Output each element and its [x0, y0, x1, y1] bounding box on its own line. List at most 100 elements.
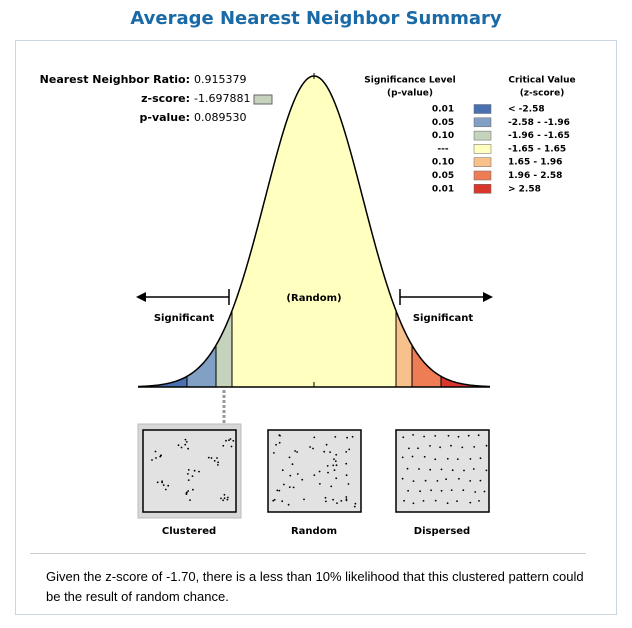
- point: [301, 478, 304, 481]
- legend-p: 0.10: [432, 158, 454, 168]
- point: [419, 490, 421, 493]
- legend-swatch: [473, 104, 492, 114]
- point: [335, 453, 338, 456]
- point: [193, 469, 196, 472]
- point: [429, 468, 432, 471]
- stat-value: 0.089530: [194, 111, 247, 124]
- point: [184, 443, 187, 446]
- point: [156, 481, 159, 484]
- point: [479, 479, 482, 482]
- point: [440, 489, 443, 492]
- pattern-label: Random: [291, 526, 337, 537]
- legend-z: 1.96 - 2.58: [508, 171, 562, 181]
- point: [472, 468, 475, 470]
- point: [187, 469, 190, 471]
- point: [439, 446, 441, 449]
- point: [483, 490, 486, 493]
- point: [412, 480, 415, 482]
- point: [296, 451, 298, 453]
- legend-z: -2.58 - -1.96: [508, 118, 570, 128]
- curve-label: (Random): [286, 293, 341, 304]
- legend-header: Critical Value: [508, 76, 575, 86]
- point: [207, 456, 210, 459]
- point: [333, 458, 335, 460]
- legend-z: -1.96 - -1.65: [508, 131, 570, 141]
- point: [291, 463, 294, 466]
- point: [401, 477, 404, 480]
- point: [223, 493, 226, 496]
- legend-p: 0.05: [432, 118, 454, 128]
- point: [473, 446, 476, 448]
- point: [289, 474, 292, 477]
- point: [412, 502, 415, 505]
- point: [345, 462, 348, 465]
- point: [226, 498, 229, 501]
- conclusion: Given the z-score of -1.70, there is a l…: [46, 569, 584, 604]
- point: [334, 460, 337, 462]
- point: [345, 451, 348, 453]
- point: [292, 486, 295, 489]
- point: [327, 471, 329, 474]
- point: [408, 447, 410, 450]
- point: [411, 455, 414, 458]
- point: [288, 486, 291, 488]
- point: [225, 439, 227, 442]
- point: [469, 501, 472, 504]
- point: [217, 464, 219, 466]
- point: [417, 447, 419, 450]
- point: [423, 435, 425, 438]
- point: [353, 505, 356, 508]
- point: [159, 455, 162, 458]
- stat-label: p-value:: [140, 111, 191, 124]
- stats: Nearest Neighbor Ratio: 0.915379 z-score: -…: [40, 73, 273, 124]
- point: [485, 444, 488, 447]
- legend-swatch: [473, 170, 492, 181]
- point: [223, 497, 226, 500]
- legend-header: Significance Level: [364, 76, 455, 86]
- point: [294, 450, 296, 452]
- point: [232, 439, 235, 442]
- point: [340, 500, 343, 502]
- point: [401, 456, 404, 459]
- stat-label: Nearest Neighbor Ratio:: [40, 73, 190, 86]
- legend-header: (z-score): [520, 89, 565, 99]
- arrow-head: [483, 292, 493, 302]
- point: [323, 450, 326, 453]
- point: [278, 441, 281, 444]
- z-swatch: [253, 94, 273, 105]
- point: [229, 438, 232, 440]
- arrow-head: [136, 292, 146, 302]
- point: [222, 499, 225, 502]
- point: [189, 499, 191, 501]
- point: [469, 480, 472, 482]
- point: [276, 489, 279, 492]
- point: [187, 473, 189, 475]
- point: [309, 446, 311, 448]
- legend-swatch: [473, 144, 492, 154]
- legend-z: -1.65 - 1.65: [508, 144, 566, 154]
- point: [210, 457, 213, 459]
- point: [406, 467, 409, 470]
- point: [281, 469, 284, 472]
- point: [185, 493, 188, 495]
- point: [161, 480, 164, 483]
- point: [319, 483, 321, 485]
- point: [477, 434, 480, 437]
- legend-swatch: [473, 184, 492, 194]
- legend-swatch: [473, 117, 492, 128]
- point: [347, 483, 350, 485]
- point: [467, 434, 470, 437]
- point: [450, 489, 453, 491]
- legend-p: 0.01: [432, 184, 454, 194]
- point: [479, 457, 482, 460]
- legend-z: > 2.58: [508, 184, 541, 194]
- legend: Significance Level (p-value) Critical Valu…: [364, 76, 575, 195]
- point: [184, 438, 187, 441]
- point: [424, 479, 427, 482]
- curve-label: Significant: [413, 313, 474, 324]
- point: [345, 474, 348, 477]
- point: [434, 499, 437, 502]
- legend-p: 0.10: [432, 131, 454, 141]
- point: [334, 436, 337, 438]
